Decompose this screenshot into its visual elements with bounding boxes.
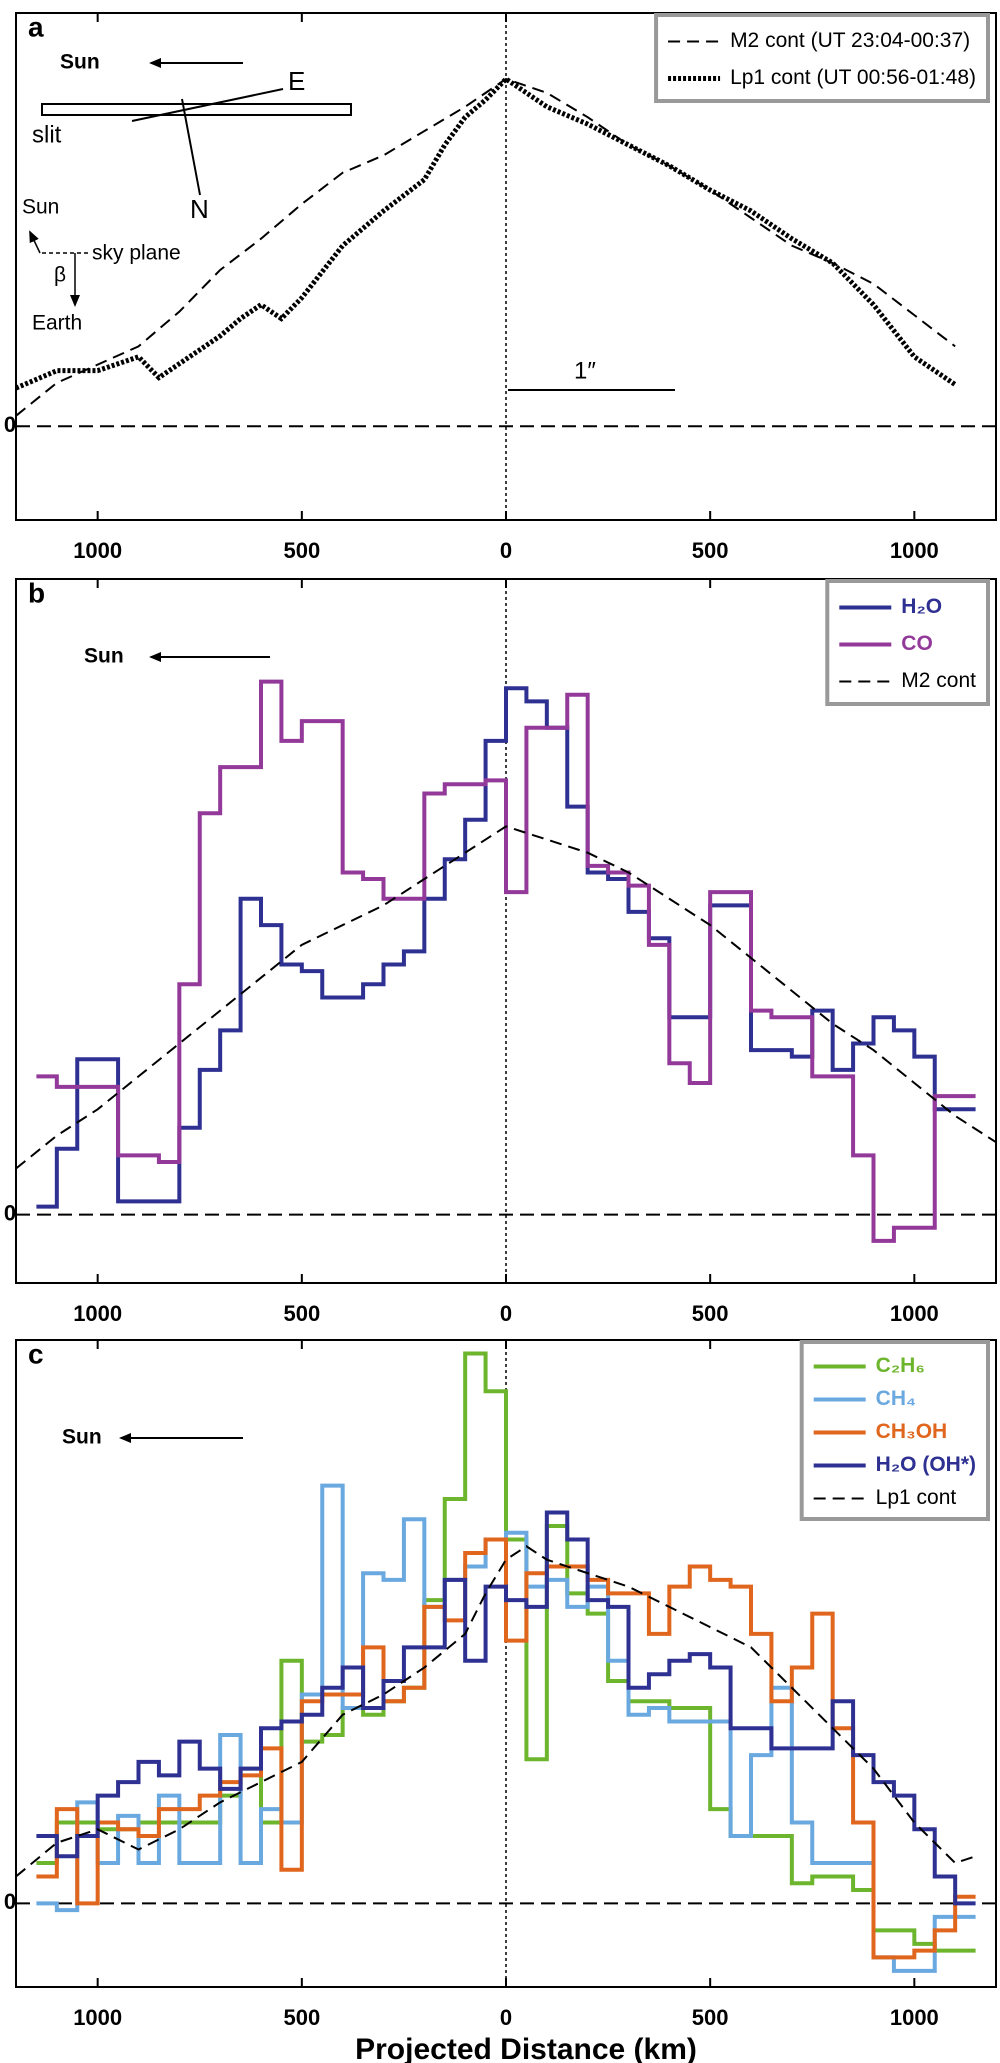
- series-line: [16, 825, 996, 1170]
- n-line: [181, 98, 201, 196]
- series-line: [16, 77, 956, 417]
- series-line: [36, 1510, 976, 1906]
- series-line: [36, 679, 976, 1243]
- annotation: Sun: [60, 51, 100, 74]
- series-line: [36, 686, 976, 1209]
- annotation: sky plane: [92, 242, 181, 265]
- x-tick-label: 1000: [73, 538, 122, 563]
- legend-label: H₂O (OH*): [876, 1453, 976, 1476]
- slit-box: [41, 103, 352, 116]
- plot-frame: [15, 578, 997, 1284]
- panel-label: b: [28, 577, 45, 608]
- legend-label: C₂H₆: [876, 1354, 925, 1377]
- annotation: Sun: [22, 196, 59, 219]
- e-line: [131, 88, 284, 122]
- x-tick-label: 1000: [890, 538, 939, 563]
- x-tick-label: 1000: [73, 1301, 122, 1326]
- legend-label: Lp1 cont: [876, 1486, 957, 1509]
- annotation: β: [54, 264, 66, 287]
- legend: C₂H₆ CH₄ CH₃OH H₂O (OH*) Lp1 cont: [799, 1340, 990, 1521]
- series-line: [36, 1537, 976, 1960]
- x-tick-label: 500: [692, 1301, 729, 1326]
- x-tick-label: 500: [692, 538, 729, 563]
- x-tick-label: 500: [283, 2005, 320, 2030]
- legend-label: CH₃OH: [876, 1420, 948, 1443]
- series-line: [36, 1351, 976, 1953]
- plot-frame: [15, 1339, 997, 1988]
- x-tick-label: 500: [692, 2005, 729, 2030]
- y-tick-label: 0: [4, 1889, 16, 1914]
- annotation: Earth: [32, 312, 82, 335]
- x-tick-label: 1000: [73, 2005, 122, 2030]
- annotation: Sun: [62, 1426, 102, 1449]
- panel-label: c: [28, 1338, 44, 1369]
- y-tick-label: 0: [4, 412, 16, 437]
- legend-label: M2 cont (UT 23:04-00:37): [730, 29, 970, 52]
- x-tick-label: 0: [500, 2005, 512, 2030]
- legend-label: Lp1 cont (UT 00:56-01:48): [730, 66, 976, 89]
- annotation: E: [288, 66, 305, 96]
- x-tick-label: 500: [283, 538, 320, 563]
- legend-box: [654, 13, 990, 103]
- annotation: Sun: [84, 645, 124, 668]
- x-tick-label: 0: [500, 538, 512, 563]
- panel-label: a: [28, 11, 44, 42]
- legend: H₂O CO M2 cont: [825, 579, 990, 706]
- annotation: slit: [32, 121, 62, 148]
- legend-label: CO: [901, 632, 933, 655]
- y-tick-label: 0: [4, 1200, 16, 1225]
- legend: M2 cont (UT 23:04-00:37) Lp1 cont (UT 00:…: [654, 13, 990, 103]
- series-line: [16, 1545, 976, 1878]
- plot-frame: [15, 12, 997, 521]
- legend-label: CH₄: [876, 1387, 916, 1410]
- x-tick-label: 0: [500, 1301, 512, 1326]
- x-tick-label: 1000: [890, 2005, 939, 2030]
- sun-small-arrow: [29, 230, 41, 254]
- series-line: [16, 75, 957, 391]
- geometry-sketch: [29, 58, 675, 391]
- x-tick-label: 1000: [890, 1301, 939, 1326]
- annotation: 1″: [574, 357, 596, 384]
- x-tick-label: 500: [283, 1301, 320, 1326]
- x-axis-title: Projected Distance (km): [355, 2033, 697, 2063]
- legend-label: M2 cont: [901, 669, 976, 692]
- annotation: N: [190, 194, 209, 224]
- legend-label: H₂O: [901, 595, 942, 618]
